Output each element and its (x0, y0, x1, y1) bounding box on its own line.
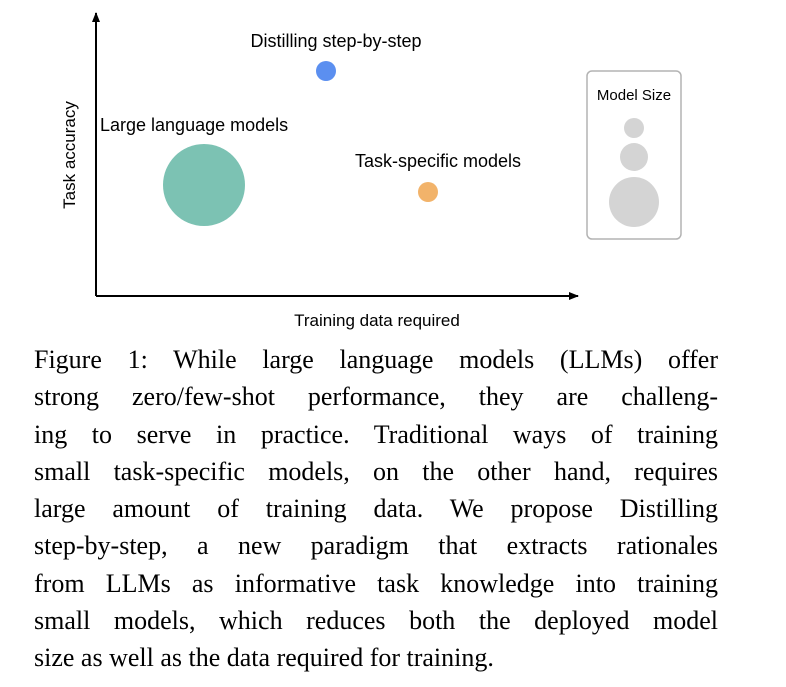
legend-size-large (609, 177, 659, 227)
legend: Model Size (586, 70, 682, 240)
x-axis-label: Training data required (294, 311, 460, 330)
figure-svg: Task accuracy Training data required Dis… (60, 12, 682, 330)
legend-size-medium (620, 143, 648, 171)
caption-line-6: step-by-step, a new paradigm that extrac… (34, 531, 718, 561)
caption-line-3: ing to serve in practice. Traditional wa… (34, 419, 718, 449)
caption-line-1: Figure 1: While large language models (L… (34, 341, 718, 378)
y-axis-label: Task accuracy (60, 101, 79, 209)
caption-line-4: small task-specific models, on the other… (34, 456, 718, 486)
figure-caption: Figure 1: While large language models (L… (34, 341, 718, 677)
caption-label: Figure 1: (34, 345, 148, 374)
point-distilling-step-by-step (316, 61, 336, 81)
point-task-specific-models (418, 182, 438, 202)
legend-size-small (624, 118, 644, 138)
caption-line-2: strong zero/few-shot performance, they a… (34, 382, 718, 412)
point-label-large-language-models: Large language models (100, 115, 288, 135)
caption-line-5: large amount of training data. We propos… (34, 494, 718, 524)
point-large-language-models (163, 144, 245, 226)
legend-title: Model Size (597, 87, 671, 104)
point-label-distilling-step-by-step: Distilling step-by-step (250, 31, 421, 51)
point-label-task-specific-models: Task-specific models (355, 151, 521, 171)
caption-text-1: While large language models (LLMs) offer (173, 345, 718, 374)
figure-1: Task accuracy Training data required Dis… (0, 0, 786, 340)
caption-line-7: from LLMs as informative task knowledge … (34, 568, 718, 598)
caption-line-8: small models, which reduces both the dep… (34, 606, 718, 636)
caption-line-9: size as well as the data required for tr… (34, 643, 494, 673)
